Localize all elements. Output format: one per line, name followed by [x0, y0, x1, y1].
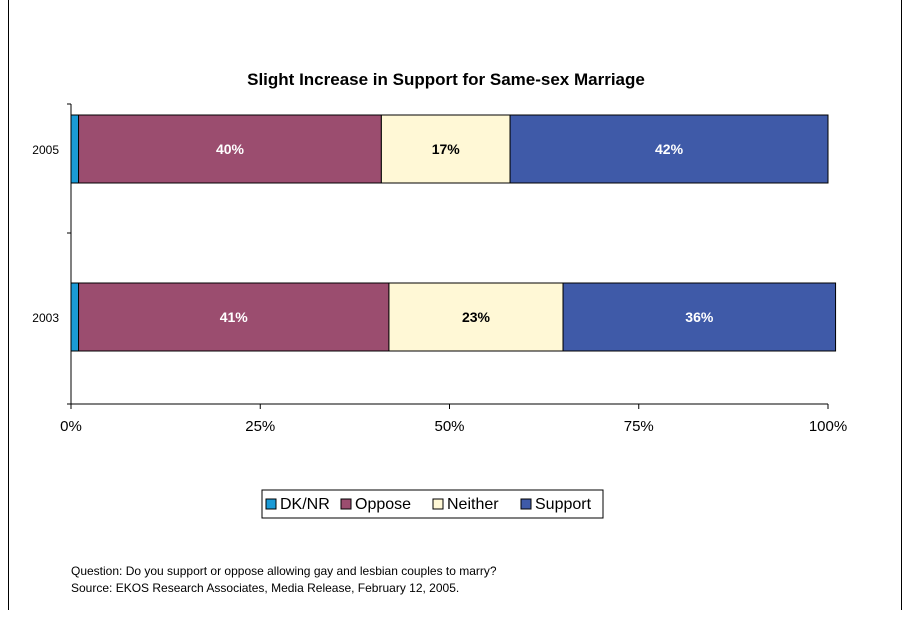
- bar-segment-oppose: [78, 282, 390, 352]
- bar-segment-dk-nr: [70, 282, 80, 352]
- chart-title: Slight Increase in Support for Same-sex …: [247, 70, 645, 89]
- legend-label: DK/NR: [280, 496, 330, 513]
- bar-segment-support: [562, 282, 837, 352]
- legend-swatch: [432, 498, 444, 510]
- bar-value-label: 17%: [432, 141, 461, 157]
- legend-label: Oppose: [355, 496, 411, 513]
- legend-swatch: [340, 498, 352, 510]
- x-tick-label: 25%: [245, 418, 275, 435]
- x-tick-label: 100%: [809, 418, 847, 435]
- bar-segment-neither: [388, 282, 564, 352]
- frame-right-border: [901, 0, 902, 610]
- x-tick-label: 0%: [60, 418, 82, 435]
- bar-value-label: 41%: [220, 309, 249, 325]
- legend-swatch: [265, 498, 277, 510]
- chart-footnotes: Question: Do you support or oppose allow…: [71, 563, 497, 597]
- y-category-label: 2005: [32, 143, 59, 157]
- bar-value-label: 40%: [216, 141, 245, 157]
- x-tick-label: 75%: [624, 418, 654, 435]
- source-note: Source: EKOS Research Associates, Media …: [71, 581, 460, 595]
- bar-segment-neither: [380, 114, 511, 184]
- frame-left-border: [8, 0, 9, 610]
- bar-value-label: 23%: [462, 309, 491, 325]
- y-category-label: 2003: [32, 311, 59, 325]
- legend-label: Support: [535, 496, 592, 513]
- x-tick-label: 50%: [434, 418, 464, 435]
- question-note: Question: Do you support or oppose allow…: [71, 564, 497, 578]
- bar-segment-support: [509, 114, 829, 184]
- legend-label: Neither: [447, 496, 499, 513]
- legend-swatch: [520, 498, 532, 510]
- bar-segment-oppose: [78, 114, 382, 184]
- bar-value-label: 42%: [655, 141, 684, 157]
- bar-segment-dk-nr: [70, 114, 80, 184]
- bar-value-label: 36%: [685, 309, 714, 325]
